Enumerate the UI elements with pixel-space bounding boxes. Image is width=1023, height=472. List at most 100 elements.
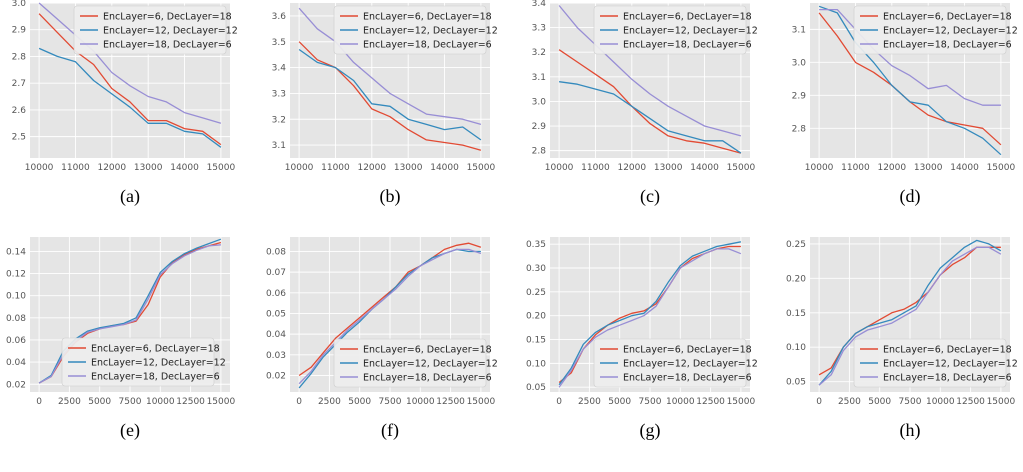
y-tick-label: 3.1 [792, 25, 806, 35]
y-tick-label: 3.1 [272, 141, 286, 151]
x-tick-label: 7500 [639, 397, 662, 407]
y-tick-label: 3.5 [272, 38, 286, 48]
x-tick-label: 10000 [146, 397, 175, 407]
legend-box [333, 338, 487, 388]
legend-label: EncLayer=6, DecLayer=18 [91, 344, 220, 355]
x-tick-label: 10000 [285, 163, 314, 173]
legend-label: EncLayer=6, DecLayer=18 [363, 12, 492, 23]
y-tick-label: 0.05 [786, 378, 806, 388]
series-line [298, 48, 482, 141]
legend: EncLayer=6, DecLayer=18 EncLayer=12, DecL… [333, 5, 498, 55]
y-tick-label: 0.35 [526, 240, 546, 250]
legend-label: EncLayer=12, DecLayer=12 [883, 26, 1018, 37]
x-tick-label: 12000 [877, 163, 906, 173]
y-tick-label: 0.08 [266, 247, 286, 257]
series-line [558, 248, 742, 388]
x-tick-label: 7500 [119, 397, 142, 407]
y-tick-label: 0.05 [266, 309, 286, 319]
panel-label: (e) [120, 420, 140, 441]
legend-label: EncLayer=18, DecLayer=6 [91, 372, 220, 383]
y-tick-label: 3.6 [272, 12, 287, 22]
x-tick-label: 15000 [207, 397, 236, 407]
y-tick-label: 3.1 [532, 73, 546, 83]
x-tick-label: 15000 [987, 397, 1016, 407]
y-tick-label: 2.8 [532, 147, 547, 157]
series-line [819, 8, 1001, 106]
legend-label: EncLayer=12, DecLayer=12 [91, 358, 226, 369]
x-tick-label: 5000 [88, 397, 111, 407]
x-tick-label: 7500 [899, 397, 922, 407]
y-tick-label: 0.02 [266, 371, 286, 381]
y-tick-label: 0.25 [786, 240, 806, 250]
series-line [298, 7, 482, 126]
legend-label: EncLayer=18, DecLayer=6 [363, 373, 492, 384]
legend: EncLayer=6, DecLayer=18 EncLayer=12, DecL… [593, 5, 758, 55]
chart-panel: 0 2500 5000 7500 10000 12500 15000 0.05 0.10 0.15… [786, 237, 1018, 441]
chart-panel: 0 2500 5000 7500 10000 12500 15000 0.02 0.03 0.04… [266, 237, 498, 441]
x-tick-label: 13000 [394, 163, 423, 173]
series-line [38, 47, 222, 148]
y-tick-label: 0.14 [6, 247, 26, 257]
legend-label: EncLayer=18, DecLayer=6 [883, 40, 1012, 51]
series-line [558, 5, 742, 137]
x-tick-label: 13000 [654, 163, 683, 173]
y-tick-label: 2.9 [792, 91, 807, 101]
y-tick-label: 2.9 [12, 26, 27, 36]
x-tick-label: 5000 [868, 397, 891, 407]
y-tick-label: 0.12 [6, 270, 26, 280]
panel-label: (f) [381, 420, 399, 441]
legend: EncLayer=6, DecLayer=18 EncLayer=12, DecL… [853, 338, 1018, 388]
legend-label: EncLayer=18, DecLayer=6 [623, 373, 752, 384]
x-tick-label: 11000 [581, 163, 610, 173]
x-tick-label: 5000 [608, 397, 631, 407]
x-tick-label: 14000 [170, 163, 199, 173]
y-tick-label: 0.15 [526, 336, 546, 346]
x-tick-label: 10000 [926, 397, 955, 407]
y-tick-label: 3.3 [532, 24, 546, 34]
legend-box [853, 338, 1007, 388]
y-tick-label: 2.5 [12, 133, 26, 143]
legend-label: EncLayer=6, DecLayer=18 [363, 345, 492, 356]
y-tick-label: 3.0 [792, 58, 807, 68]
x-tick-label: 12500 [176, 397, 205, 407]
y-tick-label: 0.06 [266, 289, 286, 299]
legend-label: EncLayer=12, DecLayer=12 [103, 26, 238, 37]
y-tick-label: 0.20 [786, 274, 806, 284]
y-tick-label: 3.4 [532, 0, 547, 9]
y-tick-label: 0.10 [786, 343, 806, 353]
y-tick-label: 2.9 [532, 122, 547, 132]
chart-panel: 10000 11000 12000 13000 14000 15000 2.8 2.9 3.0 3… [532, 0, 758, 207]
x-tick-label: 10000 [25, 163, 54, 173]
legend: EncLayer=6, DecLayer=18 EncLayer=12, DecL… [853, 5, 1018, 55]
chart-panel: 0 2500 5000 7500 10000 12500 15000 0.05 0.10 0.15… [526, 237, 758, 441]
x-tick-label: 12500 [956, 397, 985, 407]
series-line [818, 5, 1002, 156]
y-tick-label: 2.8 [792, 124, 807, 134]
x-tick-label: 0 [816, 397, 822, 407]
x-tick-label: 5000 [348, 397, 371, 407]
x-tick-label: 14000 [690, 163, 719, 173]
chart-panel: 10000 11000 12000 13000 14000 15000 3.1 3.2 3.3 3… [272, 3, 498, 207]
legend-box [593, 5, 747, 55]
panel-label: (c) [640, 186, 660, 207]
x-tick-label: 2500 [318, 397, 341, 407]
y-tick-label: 0.10 [526, 359, 546, 369]
y-tick-label: 0.02 [6, 380, 26, 390]
x-tick-label: 12000 [617, 163, 646, 173]
x-tick-label: 2500 [838, 397, 861, 407]
y-tick-label: 0.06 [6, 336, 26, 346]
y-tick-label: 3.0 [532, 97, 547, 107]
x-tick-label: 10000 [406, 397, 435, 407]
series-line [298, 248, 482, 385]
series-line [558, 49, 742, 154]
legend-box [61, 337, 215, 387]
x-tick-label: 15000 [467, 397, 496, 407]
y-tick-label: 3.2 [532, 48, 546, 58]
y-tick-label: 3.0 [12, 0, 27, 9]
legend-label: EncLayer=6, DecLayer=18 [103, 12, 232, 23]
y-tick-label: 0.30 [526, 264, 546, 274]
legend: EncLayer=6, DecLayer=18 EncLayer=12, DecL… [593, 338, 758, 388]
y-tick-label: 0.20 [526, 312, 546, 322]
x-tick-label: 15000 [987, 163, 1016, 173]
legend-box [73, 5, 227, 55]
